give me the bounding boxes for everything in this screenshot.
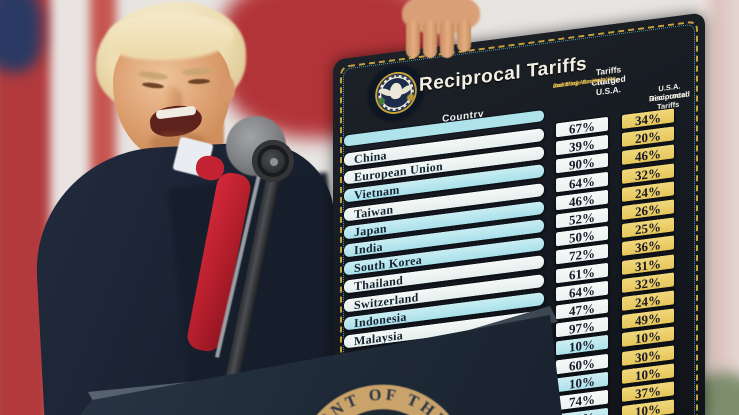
flag-union-blue <box>0 0 42 72</box>
microphone-screw <box>270 158 278 166</box>
finger <box>406 20 420 58</box>
finger <box>457 20 471 52</box>
hair-fringe <box>108 14 234 60</box>
ear <box>219 76 235 102</box>
finger <box>423 20 437 58</box>
finger <box>440 20 454 58</box>
podium-presidential-seal: DENT OF THE U <box>306 380 461 415</box>
